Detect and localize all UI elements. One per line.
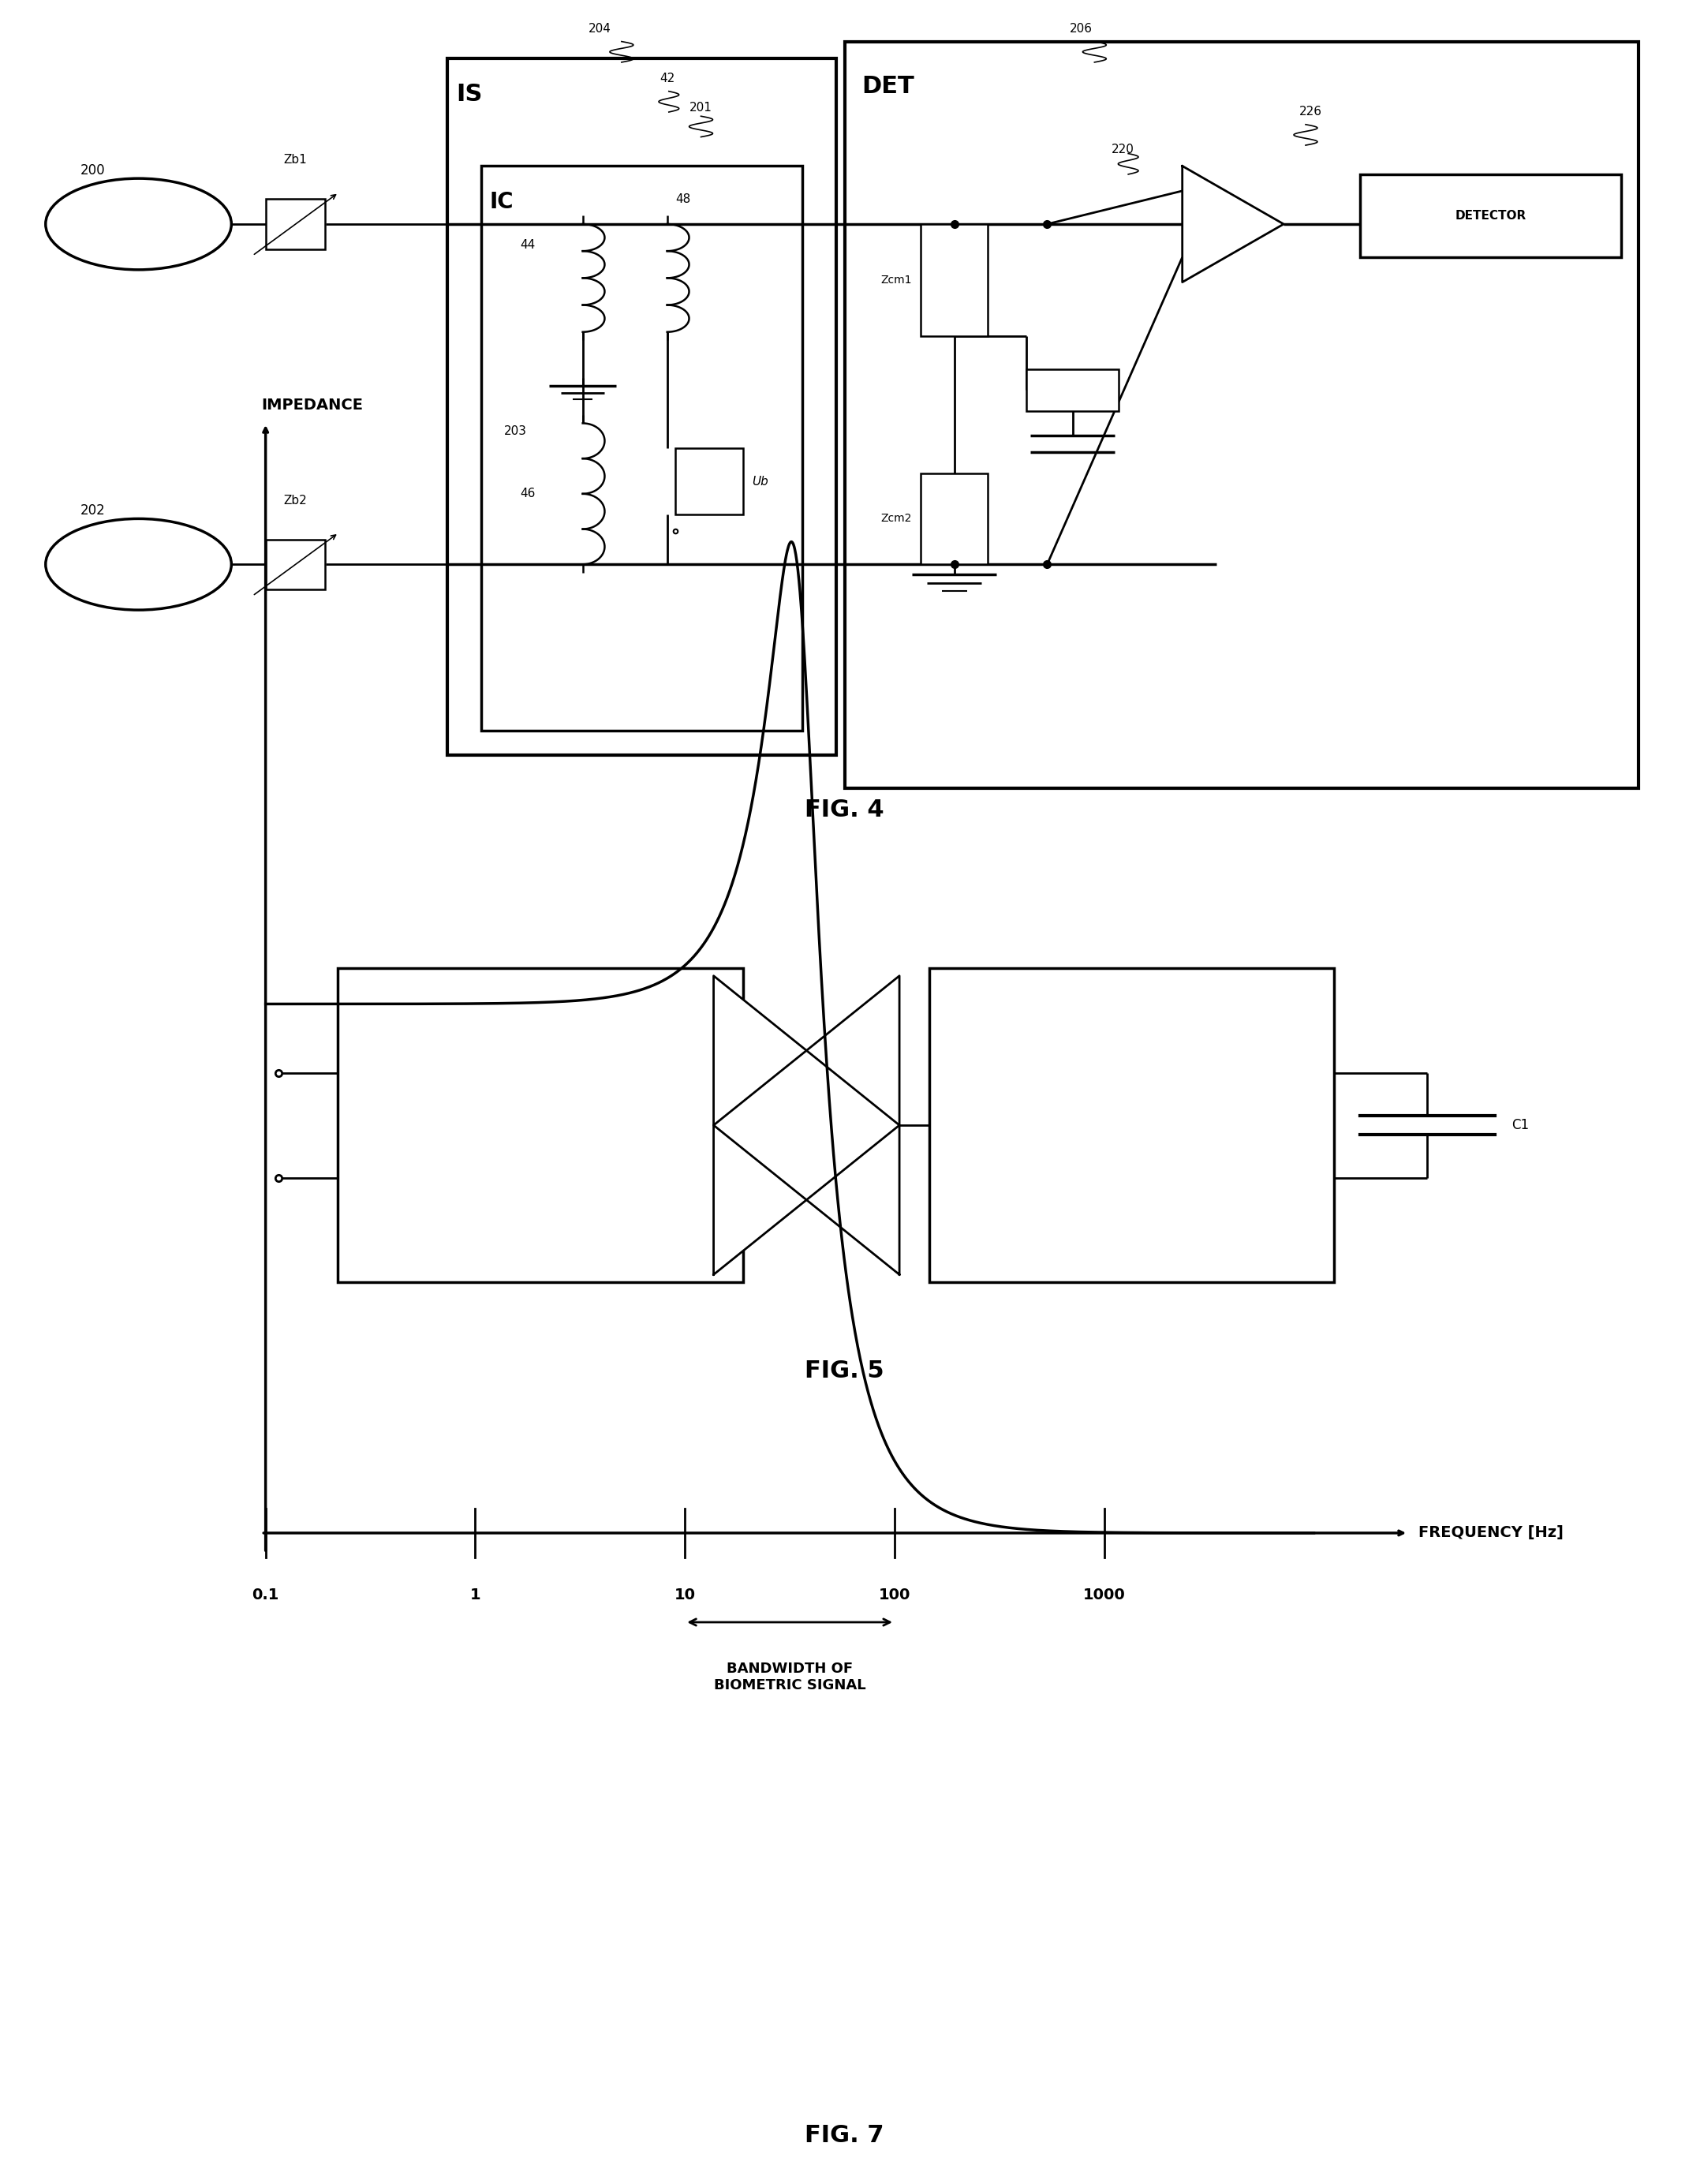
Text: 44: 44: [520, 238, 535, 251]
Text: 1000: 1000: [1083, 1588, 1125, 1603]
Bar: [676, 448, 743, 515]
Bar: [929, 968, 1334, 1282]
Text: 48: 48: [676, 192, 691, 205]
Text: 201: 201: [689, 103, 713, 114]
Text: 206: 206: [1069, 24, 1093, 35]
Bar: [265, 539, 324, 590]
Text: 226: 226: [1299, 107, 1322, 118]
Bar: [1360, 175, 1621, 258]
Text: Zcm2: Zcm2: [882, 513, 912, 524]
Text: FIG. 7: FIG. 7: [806, 2125, 883, 2147]
Text: 202: 202: [81, 502, 105, 518]
Text: IS: IS: [456, 83, 483, 105]
Bar: [921, 474, 988, 563]
Text: FREQUENCY [Hz]: FREQUENCY [Hz]: [1419, 1524, 1564, 1540]
Text: 46: 46: [520, 487, 535, 500]
Text: BANDWIDTH OF
BIOMETRIC SIGNAL: BANDWIDTH OF BIOMETRIC SIGNAL: [714, 1662, 866, 1693]
Text: Ub: Ub: [752, 476, 768, 487]
Text: 0.1: 0.1: [252, 1588, 279, 1603]
Polygon shape: [713, 976, 899, 1275]
Text: 42: 42: [660, 72, 674, 85]
Text: 204: 204: [588, 24, 611, 35]
Bar: [265, 199, 324, 249]
Text: DET: DET: [861, 74, 914, 98]
Text: 100: 100: [878, 1588, 910, 1603]
Text: FIG. 5: FIG. 5: [806, 1358, 883, 1382]
Text: C1: C1: [1512, 1118, 1529, 1131]
Bar: [844, 41, 1638, 788]
Text: IMPEDANCE: IMPEDANCE: [262, 397, 363, 413]
Text: Zcm1: Zcm1: [882, 275, 912, 286]
Polygon shape: [713, 976, 899, 1275]
Text: 10: 10: [674, 1588, 696, 1603]
Text: 203: 203: [503, 426, 527, 437]
Bar: [338, 968, 743, 1282]
Text: 1: 1: [470, 1588, 481, 1603]
Text: Zb2: Zb2: [284, 494, 307, 507]
Bar: [1025, 369, 1118, 411]
Polygon shape: [1182, 166, 1284, 282]
Text: Zb1: Zb1: [284, 155, 307, 166]
Text: Zdiff: Zdiff: [1059, 384, 1086, 395]
Bar: [481, 166, 802, 729]
Text: 200: 200: [81, 164, 105, 177]
Bar: [921, 225, 988, 336]
Text: 220: 220: [1111, 144, 1135, 155]
Text: FIG. 4: FIG. 4: [806, 799, 883, 821]
Text: DETECTOR: DETECTOR: [1454, 210, 1527, 223]
Text: IC: IC: [490, 190, 513, 214]
Bar: [448, 59, 836, 756]
